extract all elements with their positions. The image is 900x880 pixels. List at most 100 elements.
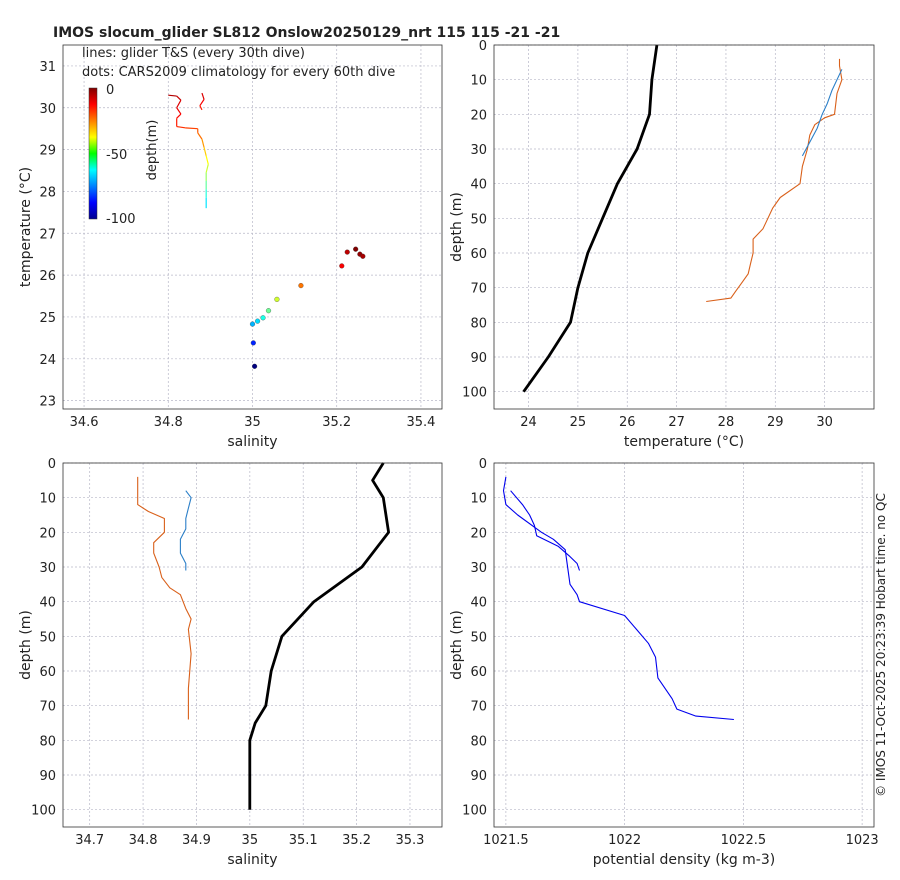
sal-y-tick-label: 80 [39,734,56,749]
sal-y-tick-label: 90 [39,769,56,784]
ts-climatology-dot [250,340,256,346]
ts-glider-line-segment [176,113,182,119]
ts-axes-frame [62,44,443,410]
temp-y-tick-label: 70 [470,282,487,297]
temp-x-axis-label: temperature (°C) [624,434,744,450]
dens-series [502,476,734,721]
sal-y-tick-label: 60 [39,665,56,680]
temp-y-tick-label: 80 [470,316,487,331]
ts-climatology-dot [344,249,350,255]
ts-y-ticks: 23 24 25 26 27 28 29 30 31 [39,60,56,410]
ts-climatology-dot [274,296,280,302]
ts-climatology-dot [252,363,258,369]
sal-y-tick-label: 30 [39,561,56,576]
sal-glider-dive-b-line [179,490,192,571]
temp-y-tick-label: 90 [470,351,487,366]
dens-y-tick-label: 10 [470,492,487,507]
dens-y-tick-label: 30 [470,561,487,576]
ts-legend-dots: dots: CARS2009 climatology for every 60t… [82,65,395,80]
ts-y-tick-label: 27 [39,227,56,242]
temp-y-tick-label: 20 [470,108,487,123]
ts-colorbar-label: depth(m) [145,120,160,181]
temp-y-tick-label: 100 [462,386,487,401]
ts-colorbar-tick-minus50: -50 [106,148,127,163]
dens-y-tick-label: 0 [479,457,487,472]
ts-y-tick-label: 26 [39,269,56,284]
ts-legend-lines: lines: glider T&S (every 30th dive) [82,46,305,61]
ts-climatology-dot [265,308,272,314]
ts-y-tick-label: 30 [39,102,56,117]
sal-x-tick-label: 35 [242,833,259,848]
dens-x-ticks: 1021.5 1022 1022.5 1023 [483,833,879,848]
ts-climatology-dot [249,321,256,327]
dens-x-tick-label: 1023 [846,833,879,848]
temp-y-tick-label: 0 [479,39,487,54]
ts-x-tick-label: 35 [244,415,261,430]
temp-x-tick-label: 27 [668,415,685,430]
ts-series [168,92,366,369]
ts-x-ticks: 34.6 34.8 35 35.2 35.4 [70,415,436,430]
dens-y-tick-label: 90 [470,769,487,784]
ts-grid [63,45,442,409]
temp-y-ticks: 0 10 20 30 40 50 60 70 80 90 100 [462,39,487,401]
ts-x-tick-label: 34.6 [70,415,99,430]
temp-x-tick-label: 29 [767,415,784,430]
ts-glider-line-segment [176,125,186,129]
sal-y-tick-label: 20 [39,526,56,541]
ts-climatology-dot [353,246,359,252]
ts-glider-line-segment [176,95,182,101]
ts-glider-line-segment [197,132,203,140]
ts-glider-line-segment [199,99,205,107]
sal-y-axis-label: depth (m) [18,610,34,680]
dens-y-tick-label: 70 [470,700,487,715]
sal-climatology-line [248,462,390,810]
ts-x-tick-label: 34.8 [154,415,183,430]
dens-x-axis-label: potential density (kg m-3) [593,852,775,868]
temp-glider-dive-b-line [801,69,843,157]
sal-x-axis-label: salinity [227,852,277,868]
ts-colorbar-tick-0: 0 [106,83,114,98]
ts-glider-line-segment [185,127,198,130]
dens-y-tick-label: 100 [462,804,487,819]
sal-y-tick-label: 100 [31,804,56,819]
ts-glider-line-segment [176,107,182,115]
temp-y-tick-label: 30 [470,143,487,158]
sal-y-tick-label: 50 [39,630,56,645]
sal-x-tick-label: 34.7 [75,833,104,848]
ts-glider-line-segment [205,164,209,173]
ts-climatology-dot [360,253,366,259]
temp-series [522,44,843,393]
sal-y-tick-label: 40 [39,596,56,611]
panel-dens: 1021.5 1022 1022.5 1023 0 10 20 30 40 50 60 70 80 90… [449,457,879,868]
ts-climatology-dot [255,318,261,324]
dens-y-ticks: 0 10 20 30 40 50 60 70 80 90 100 [462,457,487,819]
temp-y-tick-label: 50 [470,212,487,227]
temp-y-tick-label: 40 [470,178,487,193]
sal-x-tick-label: 34.9 [182,833,211,848]
panel-temp: 24 25 26 27 28 29 30 0 10 20 30 40 50 60 70 80 90 100 te… [449,39,875,450]
ts-glider-line-segment [201,138,205,148]
sal-y-tick-label: 70 [39,700,56,715]
ts-climatology-dot [298,283,304,289]
sal-glider-dive-a-line [137,476,192,720]
temp-x-tick-label: 30 [816,415,833,430]
ts-y-tick-label: 24 [39,353,56,368]
ts-y-tick-label: 31 [39,60,56,75]
temp-x-tick-label: 26 [619,415,636,430]
credit-text: © IMOS 11-Oct-2025 20:23:39 Hobart time.… [874,493,888,797]
sal-x-tick-label: 35.1 [289,833,318,848]
ts-y-tick-label: 25 [39,311,56,326]
temp-x-ticks: 24 25 26 27 28 29 30 [520,415,833,430]
dens-x-tick-label: 1021.5 [483,833,529,848]
temp-y-tick-label: 10 [470,74,487,89]
temp-x-tick-label: 24 [520,415,537,430]
ts-x-axis-label: salinity [227,434,277,450]
temp-glider-dive-a-line [706,58,843,303]
temp-axes-frame [493,44,875,410]
ts-colorbar [88,87,98,220]
ts-y-axis-label: temperature (°C) [18,167,34,287]
sal-x-tick-label: 35.2 [342,833,371,848]
sal-series [137,462,390,810]
temp-y-axis-label: depth (m) [449,192,465,262]
dens-x-tick-label: 1022.5 [721,833,767,848]
